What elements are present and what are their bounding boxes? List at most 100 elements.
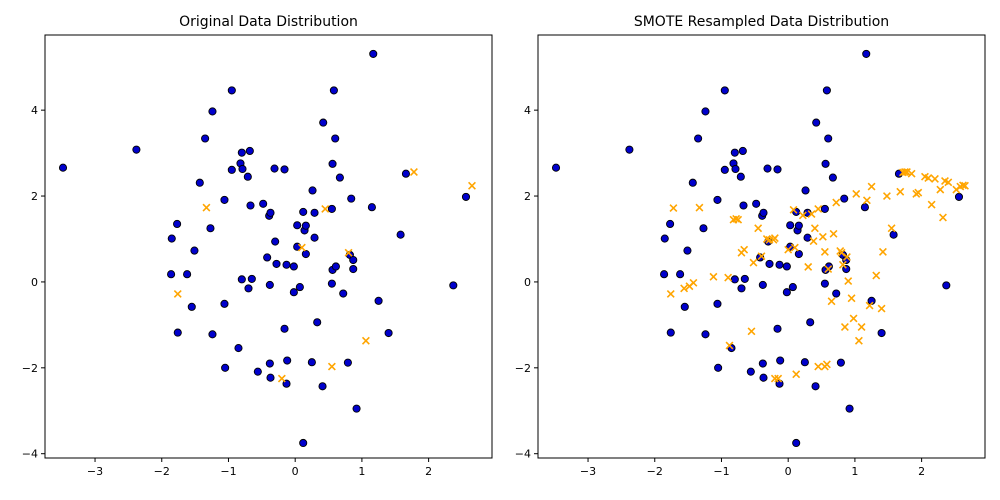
minority-point (939, 213, 947, 222)
minority-point (807, 210, 816, 219)
majority-point (293, 221, 302, 230)
minority-point (770, 234, 779, 243)
majority-point (737, 284, 746, 293)
majority-point (820, 204, 829, 213)
majority-point (327, 204, 336, 213)
x-tick-label: 0 (785, 465, 792, 478)
majority-point (299, 438, 308, 448)
x-tick-label: 0 (292, 465, 299, 478)
majority-point (782, 262, 791, 271)
x-tick-label: −3 (87, 465, 103, 478)
majority-point (699, 224, 708, 233)
chart-smote: SMOTE Resampled Data Distribution −3 −2 −1… (515, 14, 986, 478)
majority-point (310, 233, 319, 242)
y-tick-label: −4 (515, 448, 531, 461)
minority-point (202, 203, 211, 212)
majority-point (367, 203, 376, 212)
minority-point (327, 362, 336, 371)
minority-point (877, 304, 886, 313)
majority-point (349, 264, 358, 274)
minority-point (857, 323, 866, 331)
majority-point (308, 186, 317, 195)
minority-point (836, 247, 845, 255)
majority-point (319, 118, 328, 127)
minority-point (709, 272, 718, 281)
majority-point (758, 280, 767, 289)
majority-point (820, 279, 829, 288)
majority-point (701, 330, 710, 339)
majority-point (173, 219, 182, 229)
majority-point (282, 260, 291, 269)
majority-point (801, 186, 810, 195)
majority-point (666, 219, 675, 229)
majority-point (289, 288, 298, 297)
majority-point (327, 279, 336, 288)
majority-point (860, 203, 869, 212)
minority-point (832, 198, 841, 207)
majority-point (782, 288, 791, 297)
minority-point (842, 253, 851, 261)
majority-point (265, 359, 274, 368)
majority-point (836, 358, 845, 367)
majority-point (666, 328, 675, 337)
majority-point (339, 289, 348, 298)
majority-point (301, 221, 310, 230)
x-tick-label: −3 (580, 465, 596, 478)
majority-point (792, 438, 801, 448)
majority-point (821, 159, 830, 168)
majority-point (773, 165, 782, 174)
majority-point (701, 107, 710, 116)
minority-point (747, 327, 756, 336)
majority-point (794, 221, 803, 230)
majority-point (765, 259, 774, 268)
majority-point (739, 201, 748, 210)
majority-point (374, 296, 383, 305)
y-tick-label: −2 (22, 362, 38, 375)
y-tick-label: 0 (524, 276, 531, 289)
plot-frame (537, 34, 986, 459)
minority-point (344, 248, 353, 257)
minority-point (900, 168, 909, 176)
majority-point (845, 404, 854, 413)
majority-point (283, 356, 292, 365)
majority-point (263, 253, 272, 262)
minority-point (838, 260, 847, 269)
majority-point (266, 208, 275, 217)
majority-point (776, 356, 785, 365)
majority-point (794, 249, 803, 259)
minority-point (809, 237, 818, 246)
majority-point (295, 283, 304, 292)
majority-point (730, 275, 739, 284)
majority-point (822, 86, 831, 95)
majority-point (271, 237, 280, 246)
minority-point (468, 181, 476, 190)
majority-point (832, 289, 841, 298)
majority-point (840, 194, 849, 203)
majority-point (352, 404, 361, 413)
majority-point (208, 107, 217, 116)
plot-frame (44, 34, 493, 459)
majority-point (265, 280, 274, 289)
majority-point (238, 164, 247, 174)
minority-point (774, 374, 783, 383)
minority-point (854, 336, 863, 345)
minority-point (824, 265, 833, 274)
minority-point (770, 374, 779, 383)
x-tick-label: 2 (425, 465, 432, 478)
minority-point (804, 262, 813, 271)
majority-point (384, 328, 393, 338)
x-tick-label: 1 (851, 465, 858, 478)
majority-point (660, 234, 669, 243)
minority-point (924, 174, 933, 182)
majority-point (942, 281, 951, 290)
minority-point (907, 169, 916, 178)
minority-point (882, 192, 891, 201)
y-tick-label: 4 (524, 104, 531, 117)
minority-point (822, 360, 831, 369)
minority-point (732, 214, 741, 223)
majority-point (132, 145, 141, 154)
majority-point (253, 367, 262, 376)
majority-point (889, 230, 898, 239)
minority-point (754, 224, 763, 233)
majority-point (803, 233, 812, 242)
